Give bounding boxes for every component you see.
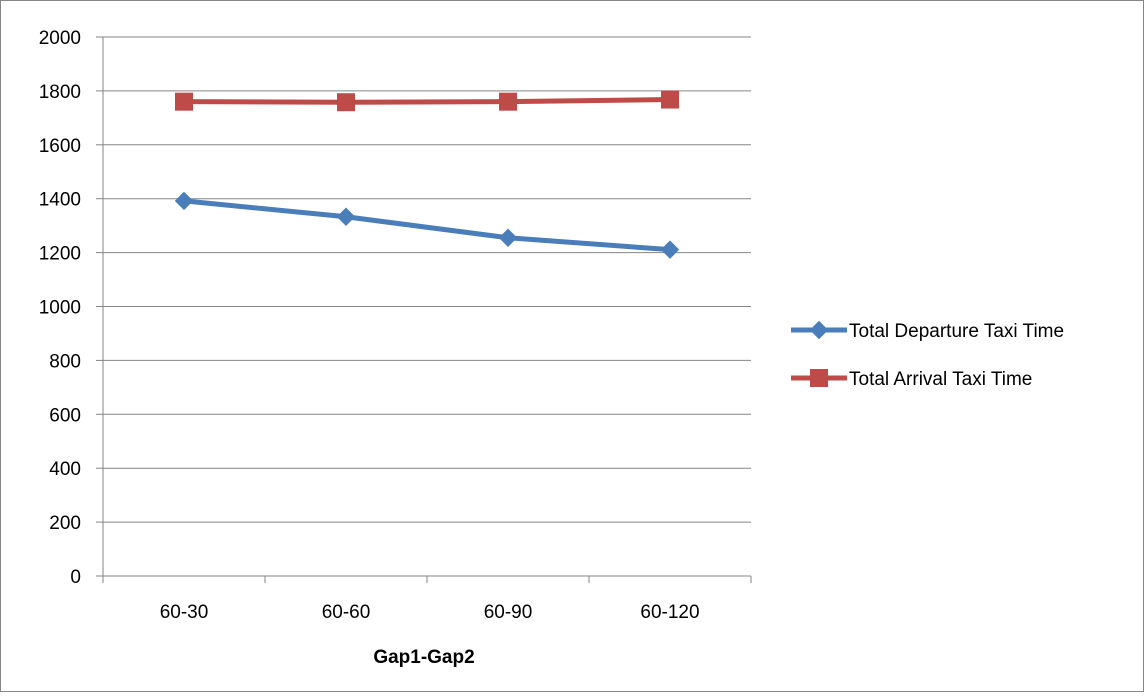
series-lines xyxy=(174,90,680,259)
legend-label: Total Departure Taxi Time xyxy=(849,321,1064,342)
y-tick-label: 1800 xyxy=(39,82,81,103)
series-2 xyxy=(175,90,679,112)
data-point xyxy=(660,240,680,259)
data-point xyxy=(336,207,356,226)
y-tick-label: 200 xyxy=(49,513,81,534)
x-tick-label: 60-120 xyxy=(640,602,699,623)
legend-entry: Total Arrival Taxi Time xyxy=(791,369,1032,390)
data-point xyxy=(498,228,518,247)
data-point xyxy=(174,191,194,211)
y-tick-label: 0 xyxy=(70,567,81,588)
y-tick-label: 800 xyxy=(49,351,81,372)
gridlines xyxy=(103,36,751,523)
y-tick-label: 1400 xyxy=(39,190,81,211)
data-point xyxy=(337,93,355,112)
x-tick-label: 60-90 xyxy=(484,602,533,623)
x-axis-title: Gap1-Gap2 xyxy=(373,647,474,668)
y-tick-label: 1000 xyxy=(39,298,81,319)
x-tick-label: 60-30 xyxy=(160,602,209,623)
axes: 0 200 400 600 800 1000 1200 1400 1600 1800 2000 60-… xyxy=(39,28,752,623)
y-tick-label: 1600 xyxy=(39,136,81,157)
legend: Total Departure Taxi Time Total Arrival T… xyxy=(791,320,1064,390)
data-point xyxy=(175,92,193,111)
legend-marker xyxy=(809,320,829,340)
legend-label: Total Arrival Taxi Time xyxy=(849,369,1032,390)
y-tick-label: 2000 xyxy=(39,28,81,49)
x-tick-label: 60-60 xyxy=(322,602,371,623)
data-point xyxy=(661,90,679,109)
y-tick-label: 1200 xyxy=(39,244,81,265)
y-tick-label: 600 xyxy=(49,405,81,426)
series-line xyxy=(181,97,673,105)
legend-entry: Total Departure Taxi Time xyxy=(791,320,1064,342)
data-point xyxy=(499,92,517,111)
series-1 xyxy=(174,191,680,259)
y-tick-label: 400 xyxy=(49,459,81,480)
series-line xyxy=(181,198,673,253)
legend-marker xyxy=(810,369,828,387)
